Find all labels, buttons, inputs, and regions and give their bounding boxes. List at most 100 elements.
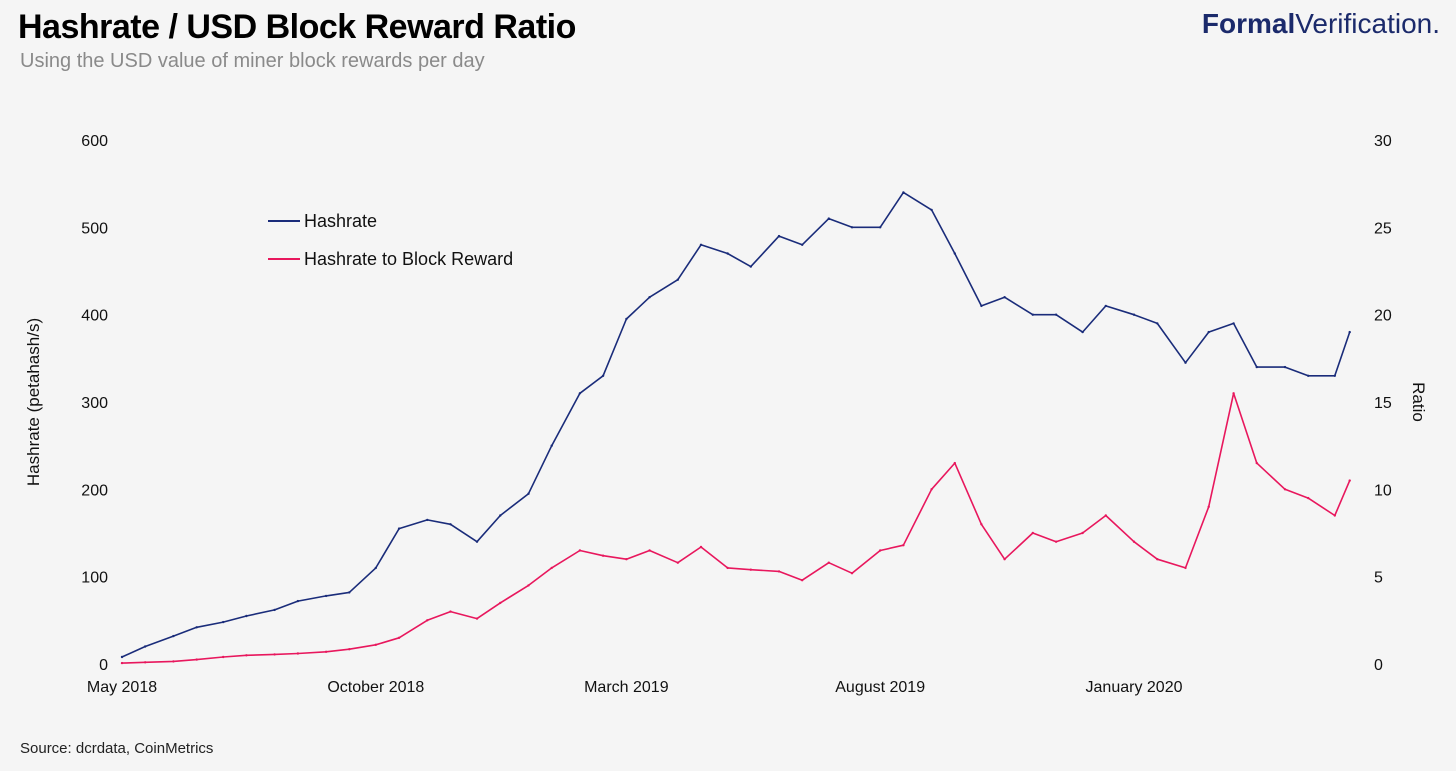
data-point-hashrate xyxy=(1348,330,1351,334)
data-point-ratio xyxy=(273,653,276,656)
data-point-hashrate xyxy=(527,492,530,495)
data-point-hashrate xyxy=(1156,322,1159,325)
data-point-hashrate xyxy=(499,514,502,517)
data-point-ratio xyxy=(144,661,147,664)
data-point-hashrate xyxy=(879,226,882,229)
data-point-ratio xyxy=(850,572,854,575)
data-point-hashrate xyxy=(348,591,351,594)
data-point-ratio xyxy=(1081,531,1084,535)
data-point-hashrate xyxy=(1184,361,1187,364)
data-point-ratio xyxy=(1333,514,1337,517)
x-tick-label: January 2020 xyxy=(1086,679,1183,696)
series-line-hashrate-to-block-reward xyxy=(121,392,1351,664)
data-point-ratio xyxy=(1207,505,1210,508)
data-point-ratio xyxy=(245,654,248,657)
data-point-ratio xyxy=(550,566,553,570)
data-point-hashrate xyxy=(1104,304,1108,308)
data-point-ratio xyxy=(625,558,628,561)
data-point-ratio xyxy=(648,549,651,552)
data-point-hashrate xyxy=(120,655,124,659)
data-point-ratio xyxy=(801,579,804,582)
data-point-ratio xyxy=(879,549,882,552)
data-point-hashrate xyxy=(801,243,804,246)
data-point-hashrate xyxy=(1232,322,1235,325)
brand-logo-bold: Formal xyxy=(1201,8,1296,39)
y-right-axis-title: Ratio xyxy=(1409,382,1428,422)
y-right-tick-label: 0 xyxy=(1374,657,1383,674)
data-point-hashrate xyxy=(1207,330,1210,334)
data-point-hashrate xyxy=(144,645,147,648)
data-point-ratio xyxy=(1132,540,1136,543)
data-point-hashrate xyxy=(699,243,703,246)
data-point-hashrate xyxy=(601,374,605,377)
data-point-hashrate xyxy=(397,527,401,530)
data-point-ratio xyxy=(1283,488,1287,491)
data-point-hashrate xyxy=(625,317,628,321)
data-point-ratio xyxy=(120,661,124,665)
data-point-hashrate xyxy=(222,620,225,624)
chart-title: Hashrate / USD Block Reward Ratio xyxy=(18,8,576,46)
y-left-tick-label: 600 xyxy=(81,133,108,150)
data-point-ratio xyxy=(578,549,582,552)
data-point-hashrate xyxy=(324,594,328,598)
data-point-ratio xyxy=(777,570,781,573)
data-point-hashrate xyxy=(1054,313,1058,316)
data-point-ratio xyxy=(449,610,452,613)
data-point-hashrate xyxy=(1031,313,1035,316)
data-point-hashrate xyxy=(749,265,752,268)
data-point-hashrate xyxy=(172,634,175,638)
data-point-ratio xyxy=(1184,566,1187,570)
data-point-hashrate xyxy=(449,523,452,526)
x-tick-label: August 2019 xyxy=(835,679,925,696)
data-point-ratio xyxy=(1003,558,1006,561)
data-point-ratio xyxy=(827,561,830,564)
data-point-hashrate xyxy=(648,296,651,299)
data-point-ratio xyxy=(527,584,530,587)
data-point-ratio xyxy=(397,636,401,639)
data-point-ratio xyxy=(980,523,983,526)
axes-layer: 0 100 200 300 400 500 600 0 5 10 15 20 25 30 May 2018 O… xyxy=(24,133,1428,696)
x-tick-label: March 2019 xyxy=(584,679,669,696)
data-point-ratio xyxy=(324,650,328,653)
data-point-ratio xyxy=(374,643,377,646)
data-point-ratio xyxy=(475,617,479,620)
data-point-ratio xyxy=(348,648,351,651)
data-point-hashrate xyxy=(1283,365,1287,369)
y-left-tick-label: 500 xyxy=(81,220,108,237)
data-point-hashrate xyxy=(902,191,905,194)
data-point-ratio xyxy=(1031,531,1035,535)
data-point-ratio xyxy=(172,660,175,663)
data-point-hashrate xyxy=(1003,296,1006,299)
data-point-ratio xyxy=(676,561,679,564)
y-left-tick-label: 200 xyxy=(81,482,108,499)
source-note: Source: dcrdata, CoinMetrics xyxy=(20,740,214,757)
data-point-hashrate xyxy=(195,626,198,629)
data-point-ratio xyxy=(1348,479,1351,482)
y-left-axis-title: Hashrate (petahash/s) xyxy=(24,318,43,486)
x-tick-label: October 2018 xyxy=(327,679,424,696)
y-right-tick-label: 20 xyxy=(1374,308,1392,325)
brand-logo: FormalVerification. xyxy=(1202,8,1440,40)
data-point-hashrate xyxy=(578,392,582,395)
data-point-hashrate xyxy=(296,599,300,603)
y-left-tick-label: 0 xyxy=(99,657,108,674)
y-left-tick-label: 100 xyxy=(81,570,108,587)
data-point-hashrate xyxy=(426,518,429,522)
data-point-ratio xyxy=(749,568,752,571)
y-right-tick-label: 25 xyxy=(1374,220,1392,237)
chart-subtitle: Using the USD value of miner block rewar… xyxy=(20,50,485,72)
data-point-ratio xyxy=(1156,558,1159,561)
data-point-hashrate xyxy=(930,208,933,212)
x-tick-label: May 2018 xyxy=(87,679,157,696)
legend-label: Hashrate xyxy=(304,211,377,231)
y-right-tick-label: 15 xyxy=(1374,395,1392,412)
data-point-hashrate xyxy=(980,304,983,308)
data-point-ratio xyxy=(902,544,905,547)
data-point-hashrate xyxy=(1333,374,1337,377)
data-point-hashrate xyxy=(827,217,830,220)
data-point-ratio xyxy=(601,554,605,557)
y-left-tick-label: 300 xyxy=(81,395,108,412)
data-point-ratio xyxy=(930,488,933,491)
data-point-hashrate xyxy=(726,252,729,255)
